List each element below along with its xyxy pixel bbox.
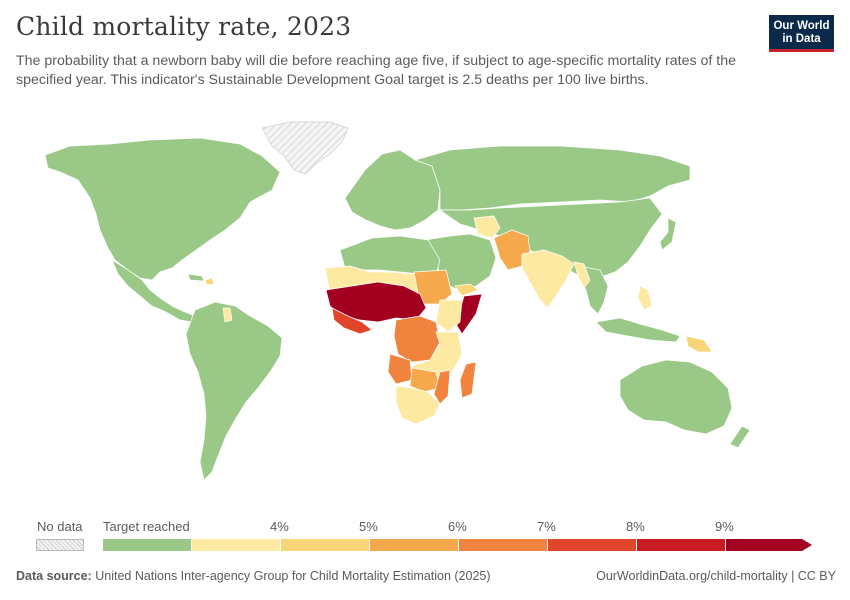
legend-tick-7: 7% — [537, 519, 556, 534]
region-southern-africa[interactable] — [395, 385, 441, 425]
footer: Data source: United Nations Inter-agency… — [16, 569, 836, 583]
region-ethiopia[interactable] — [435, 299, 463, 333]
legend-bin-1[interactable] — [103, 539, 192, 551]
region-papua-new-guinea[interactable] — [685, 335, 713, 353]
region-new-zealand[interactable] — [729, 425, 751, 449]
region-myanmar-laos[interactable] — [573, 261, 591, 289]
region-zambia[interactable] — [409, 367, 441, 393]
region-central-asia-yellow[interactable] — [473, 215, 501, 239]
legend-arrow-icon — [802, 539, 812, 551]
chart-title: Child mortality rate, 2023 — [16, 12, 352, 41]
source-url[interactable]: OurWorldinData.org/child-mortality | CC … — [596, 569, 836, 583]
region-haiti[interactable] — [204, 277, 215, 286]
legend-bin-7[interactable] — [637, 539, 726, 551]
legend-tick-5: 5% — [359, 519, 378, 534]
region-angola[interactable] — [387, 353, 413, 385]
region-south-america[interactable] — [185, 301, 283, 481]
region-guyana[interactable] — [222, 307, 233, 323]
region-australia[interactable] — [619, 359, 733, 435]
legend-no-data-label: No data — [37, 519, 83, 534]
region-europe[interactable] — [344, 149, 441, 231]
legend-tick-9: 9% — [715, 519, 734, 534]
logo-line-2: in Data — [782, 33, 821, 45]
legend-tick-6: 6% — [448, 519, 467, 534]
legend-tick-8: 8% — [626, 519, 645, 534]
legend-bin-4[interactable] — [370, 539, 459, 551]
legend-color-scale — [103, 539, 803, 551]
legend-bin-5[interactable] — [459, 539, 548, 551]
region-madagascar[interactable] — [459, 361, 477, 399]
world-map[interactable] — [0, 110, 850, 510]
region-japan[interactable] — [659, 217, 677, 251]
region-middle-east[interactable] — [424, 233, 497, 293]
legend-bin-8[interactable] — [726, 539, 803, 551]
chart-subtitle: The probability that a newborn baby will… — [16, 53, 737, 88]
region-greenland[interactable] — [261, 121, 349, 175]
region-yemen[interactable] — [454, 283, 479, 297]
region-indonesia[interactable] — [595, 317, 681, 343]
owid-logo[interactable]: Our World in Data — [769, 15, 834, 52]
region-caribbean[interactable] — [187, 273, 205, 282]
region-philippines[interactable] — [637, 285, 653, 311]
legend-tick-4: 4% — [270, 519, 289, 534]
region-coastal-west-africa[interactable] — [331, 307, 373, 335]
source-text[interactable]: United Nations Inter-agency Group for Ch… — [95, 569, 491, 583]
legend-bin-2[interactable] — [192, 539, 281, 551]
legend-no-data-swatch[interactable] — [36, 539, 84, 551]
legend-bin-3[interactable] — [281, 539, 370, 551]
legend-target-label: Target reached — [103, 519, 190, 534]
region-mozambique[interactable] — [433, 369, 451, 405]
legend: No data Target reached 4% 5% 6% 7% 8% 9% — [0, 515, 850, 555]
region-north-america[interactable] — [44, 137, 281, 281]
source-label: Data source: — [16, 569, 92, 583]
logo-line-1: Our World — [773, 20, 830, 32]
legend-bin-6[interactable] — [548, 539, 637, 551]
region-india[interactable] — [521, 249, 575, 309]
